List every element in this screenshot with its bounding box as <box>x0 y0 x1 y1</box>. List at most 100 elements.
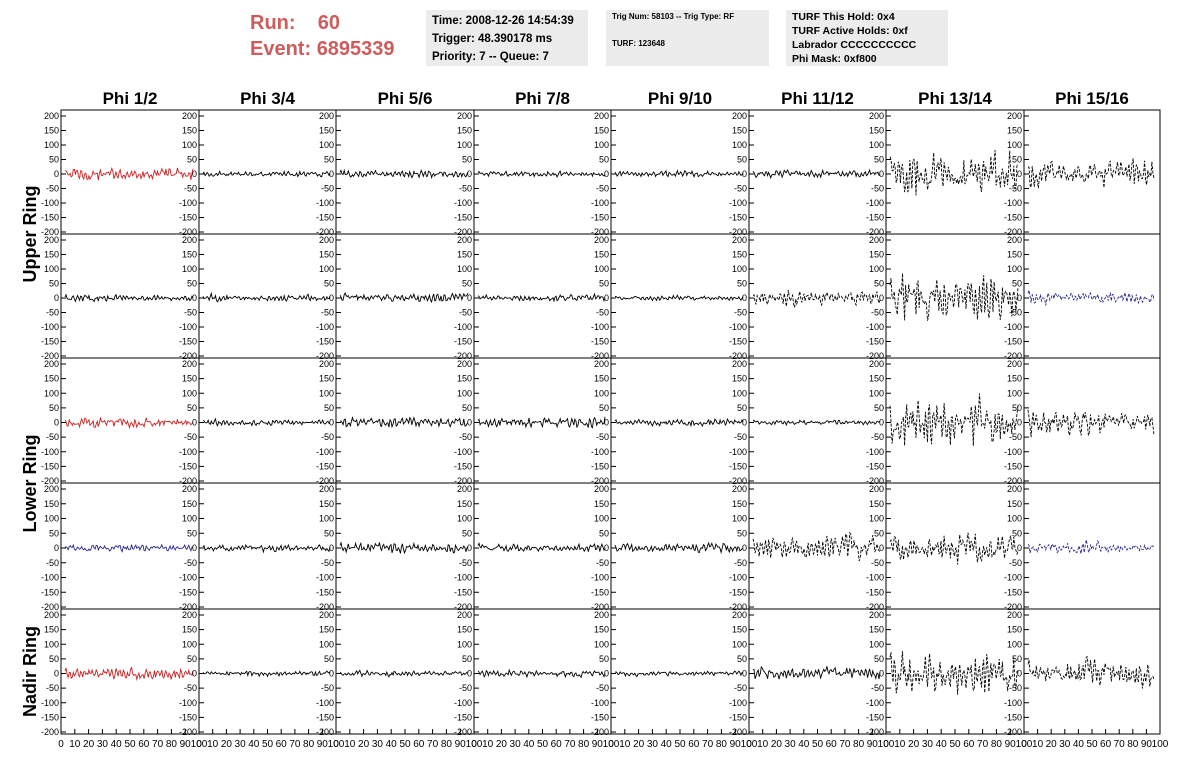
y-tick-label: 150 <box>182 126 197 136</box>
y-tick-label: -100 <box>41 198 59 208</box>
y-tick-label: -150 <box>1004 461 1022 471</box>
y-tick-label: 100 <box>732 639 747 649</box>
x-tick-label: 50 <box>124 739 136 750</box>
waveform-trace <box>889 149 1019 196</box>
y-tick-label: -150 <box>316 712 334 722</box>
y-tick-label: 0 <box>192 669 197 679</box>
x-tick-label: 30 <box>372 739 384 750</box>
y-tick-label: 0 <box>1017 418 1022 428</box>
y-tick-label: -100 <box>866 573 884 583</box>
y-tick-label: 150 <box>319 374 334 384</box>
y-tick-label: -150 <box>591 213 609 223</box>
y-tick-label: 0 <box>604 669 609 679</box>
column-header: Phi 9/10 <box>648 89 712 108</box>
y-tick-label: 200 <box>319 235 334 245</box>
y-tick-label: 200 <box>869 484 884 494</box>
x-tick-label: 20 <box>771 739 783 750</box>
waveform-trace <box>1027 539 1155 554</box>
y-tick-label: -100 <box>454 698 472 708</box>
y-tick-label: 50 <box>874 528 884 538</box>
y-tick-label: -50 <box>734 683 747 693</box>
labrador-line: Labrador CCCCCCCCCC <box>792 39 917 51</box>
y-tick-label: 0 <box>1017 543 1022 553</box>
event-line: Event: 6895339 <box>250 36 420 62</box>
y-tick-label: -50 <box>46 683 59 693</box>
y-tick-label: 200 <box>1007 610 1022 620</box>
y-tick-label: 50 <box>874 155 884 165</box>
x-tick-label: 40 <box>798 739 810 750</box>
y-tick-label: 200 <box>457 359 472 369</box>
y-tick-label: 50 <box>324 403 334 413</box>
x-tick-label: 10 <box>344 739 356 750</box>
y-tick-label: -150 <box>179 337 197 347</box>
y-tick-label: -100 <box>866 198 884 208</box>
y-tick-label: 100 <box>869 264 884 274</box>
run-label: Run: <box>250 12 296 34</box>
y-tick-label: 200 <box>869 111 884 121</box>
y-tick-label: 200 <box>457 111 472 121</box>
y-tick-label: 0 <box>329 418 334 428</box>
waveform-trace <box>477 416 606 429</box>
y-tick-label: 150 <box>182 374 197 384</box>
y-tick-label: 50 <box>187 528 197 538</box>
waveform-trace <box>64 666 194 681</box>
y-tick-label: 0 <box>467 543 472 553</box>
y-tick-label: 50 <box>1012 403 1022 413</box>
y-tick-label: 200 <box>594 359 609 369</box>
y-tick-label: -50 <box>459 432 472 442</box>
y-tick-label: -50 <box>596 432 609 442</box>
y-tick-label: 0 <box>742 418 747 428</box>
y-tick-label: 200 <box>594 235 609 245</box>
y-tick-label: 200 <box>44 484 59 494</box>
y-tick-label: -200 <box>1004 602 1022 612</box>
y-tick-label: -150 <box>454 461 472 471</box>
column-header: Phi 13/14 <box>918 89 992 108</box>
y-tick-label: 150 <box>182 250 197 260</box>
x-tick-label: 80 <box>716 739 728 750</box>
y-tick-label: -150 <box>1004 587 1022 597</box>
y-tick-label: -200 <box>454 476 472 486</box>
y-tick-label: 100 <box>594 639 609 649</box>
y-tick-label: -50 <box>459 308 472 318</box>
y-tick-label: 0 <box>604 169 609 179</box>
panel-frame <box>1023 233 1161 359</box>
waveform-trace <box>340 416 469 429</box>
waveform-trace <box>753 665 881 681</box>
priority-line: Priority: 7 -- Queue: 7 <box>432 51 549 63</box>
y-tick-label: -200 <box>591 602 609 612</box>
y-tick-label: 0 <box>54 418 59 428</box>
y-tick-label: -100 <box>866 447 884 457</box>
y-tick-label: -150 <box>316 213 334 223</box>
y-tick-label: -50 <box>184 432 197 442</box>
column-header: Phi 7/8 <box>515 89 570 108</box>
trig-num-line: Trig Num: 58103 -- Trig Type: RF <box>612 12 735 21</box>
y-tick-label: 100 <box>594 388 609 398</box>
x-tick-label: 60 <box>963 739 975 750</box>
ring-label: Nadir Ring <box>20 626 40 717</box>
y-tick-label: -50 <box>184 683 197 693</box>
waveform-trace <box>614 417 744 428</box>
y-tick-label: 100 <box>1007 388 1022 398</box>
x-tick-label: 10 <box>619 739 631 750</box>
y-tick-label: -100 <box>1004 198 1022 208</box>
y-tick-label: -50 <box>46 558 59 568</box>
y-tick-label: 50 <box>1012 654 1022 664</box>
x-tick-label: 30 <box>647 739 659 750</box>
x-tick-label: 90 <box>592 739 604 750</box>
event-value: 6895339 <box>316 38 395 60</box>
y-tick-label: -150 <box>591 337 609 347</box>
waveform-trace <box>1027 409 1155 438</box>
x-tick-label: 60 <box>688 739 700 750</box>
y-tick-label: 150 <box>457 126 472 136</box>
y-tick-label: -150 <box>591 587 609 597</box>
y-tick-label: 50 <box>462 654 472 664</box>
y-tick-label: 0 <box>54 169 59 179</box>
y-tick-label: -100 <box>729 322 747 332</box>
y-tick-label: -100 <box>729 698 747 708</box>
waveform-trace <box>752 419 881 427</box>
y-tick-label: 0 <box>192 418 197 428</box>
x-tick-label: 50 <box>262 739 274 750</box>
y-tick-label: 150 <box>869 374 884 384</box>
y-tick-label: -100 <box>316 698 334 708</box>
y-tick-label: 50 <box>187 279 197 289</box>
